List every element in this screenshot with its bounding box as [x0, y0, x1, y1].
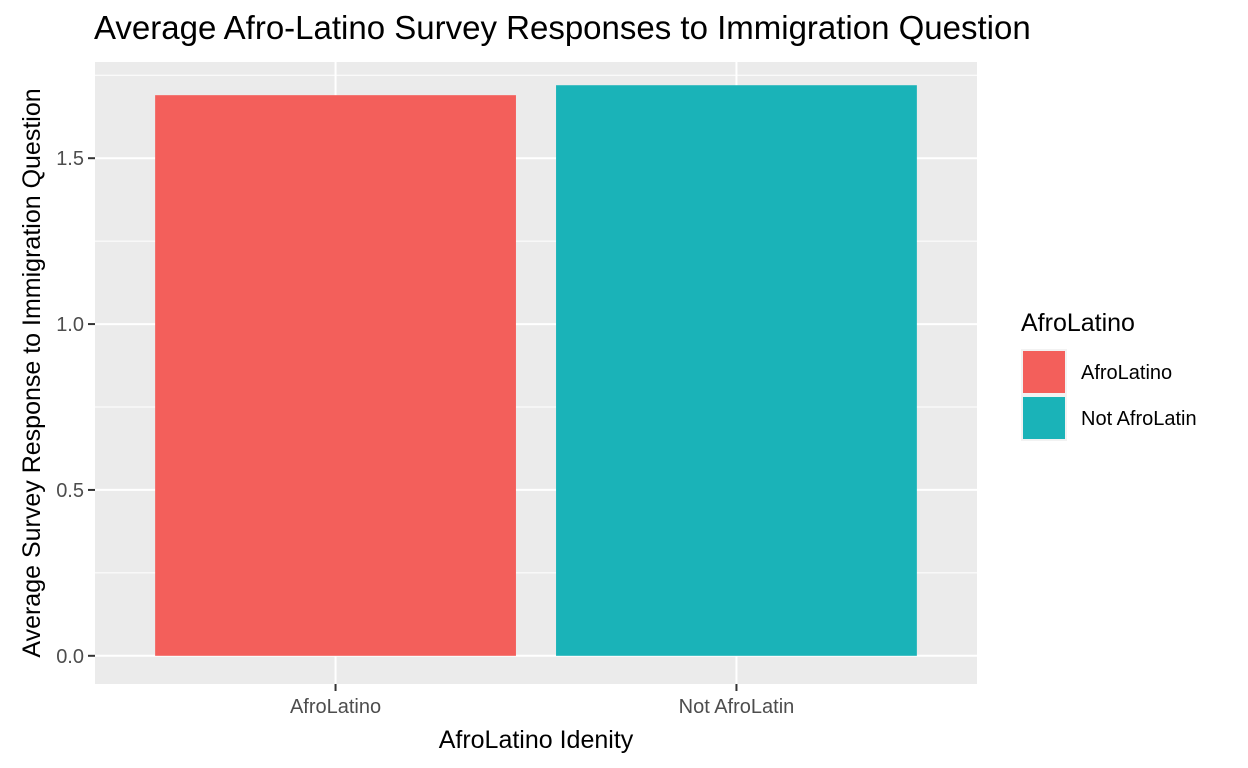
y-tick-label: 1.0 [56, 314, 84, 336]
legend-swatch [1023, 397, 1065, 439]
legend-items: AfroLatino Not AfroLatin [1021, 349, 1197, 441]
x-tick-label: AfroLatino [290, 696, 381, 718]
y-tick-label: 0.0 [56, 646, 84, 668]
bar [556, 85, 917, 656]
y-tick-label: 0.5 [56, 480, 84, 502]
bar [155, 95, 516, 656]
legend-label: AfroLatino [1081, 362, 1172, 384]
x-axis: AfroLatino Not AfroLatin [290, 684, 794, 718]
legend-label: Not AfroLatin [1081, 408, 1197, 430]
x-tick-label: Not AfroLatin [679, 696, 795, 718]
chart-title: Average Afro-Latino Survey Responses to … [94, 9, 1031, 46]
legend-swatch [1023, 351, 1065, 393]
y-tick-label: 1.5 [56, 148, 84, 170]
x-axis-title: AfroLatino Idenity [439, 726, 634, 754]
y-axis: 0.0 0.5 1.0 1.5 [56, 148, 95, 668]
legend: AfroLatino AfroLatino Not AfroLatin [1021, 309, 1197, 441]
y-axis-title: Average Survey Response to Immigration Q… [18, 88, 46, 657]
bars [155, 85, 917, 656]
legend-title: AfroLatino [1021, 309, 1135, 337]
